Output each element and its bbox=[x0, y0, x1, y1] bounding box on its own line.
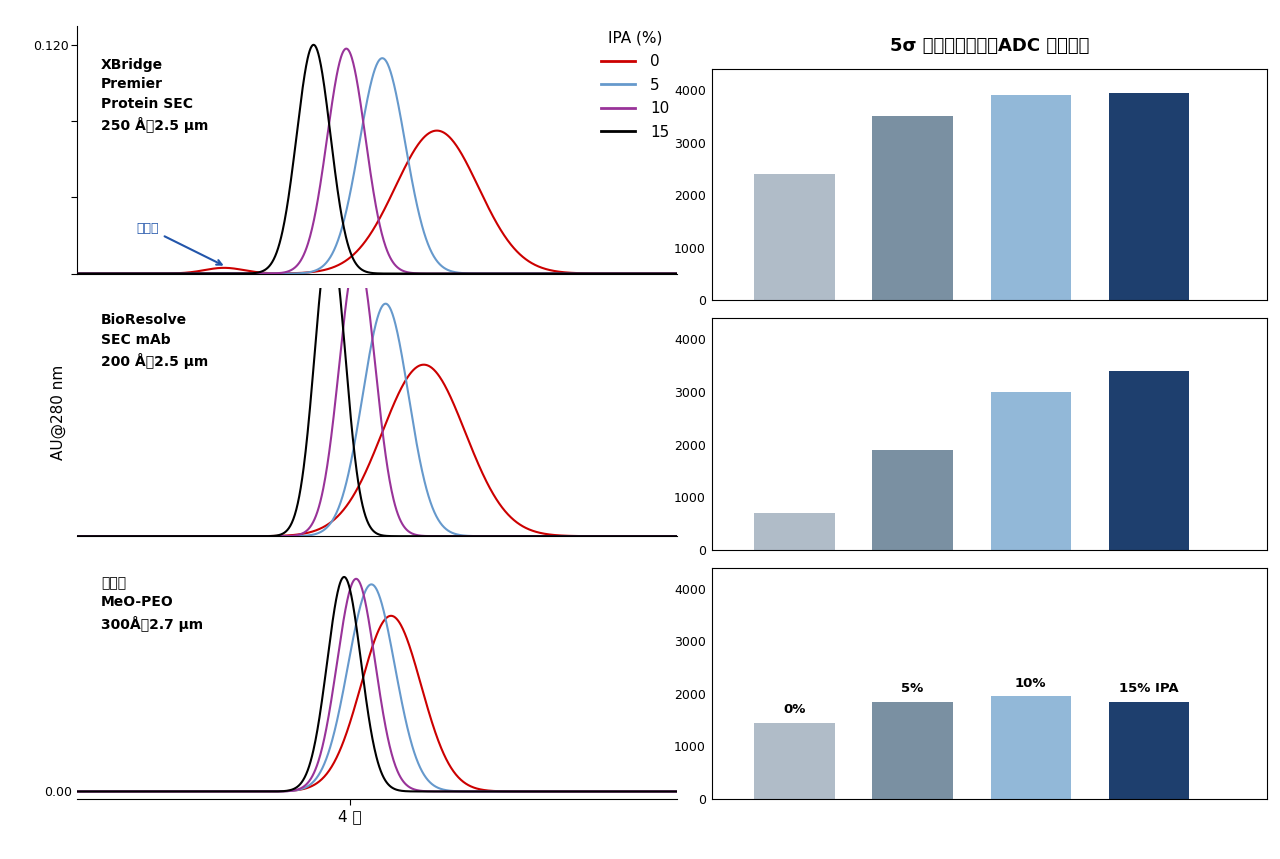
Bar bbox=[1108, 702, 1189, 799]
Text: 0%: 0% bbox=[783, 704, 805, 716]
Bar bbox=[873, 702, 952, 799]
Text: XBridge
Premier
Protein SEC
250 Å、2.5 µm: XBridge Premier Protein SEC 250 Å、2.5 µm bbox=[101, 58, 209, 133]
Text: 凝集体: 凝集体 bbox=[137, 222, 221, 265]
Text: 10%: 10% bbox=[1015, 677, 1047, 690]
Y-axis label: AU@280 nm: AU@280 nm bbox=[50, 365, 65, 460]
Text: 5σ プレート効率、ADC モノマー: 5σ プレート効率、ADC モノマー bbox=[890, 37, 1089, 55]
Bar bbox=[873, 450, 952, 550]
Legend: 0, 5, 10, 15: 0, 5, 10, 15 bbox=[602, 31, 669, 139]
Bar bbox=[991, 95, 1071, 301]
Bar bbox=[991, 392, 1071, 550]
Bar bbox=[873, 117, 952, 301]
Bar bbox=[1108, 93, 1189, 301]
Bar bbox=[754, 513, 835, 550]
Bar bbox=[754, 174, 835, 301]
Text: 15% IPA: 15% IPA bbox=[1119, 682, 1179, 695]
Bar bbox=[991, 697, 1071, 799]
Text: 5%: 5% bbox=[901, 682, 924, 695]
Bar bbox=[754, 722, 835, 799]
Text: 市販の
MeO-PEO
300Å、2.7 µm: 市販の MeO-PEO 300Å、2.7 µm bbox=[101, 576, 204, 632]
Text: BioResolve
SEC mAb
200 Å、2.5 µm: BioResolve SEC mAb 200 Å、2.5 µm bbox=[101, 314, 209, 369]
Bar bbox=[1108, 371, 1189, 550]
